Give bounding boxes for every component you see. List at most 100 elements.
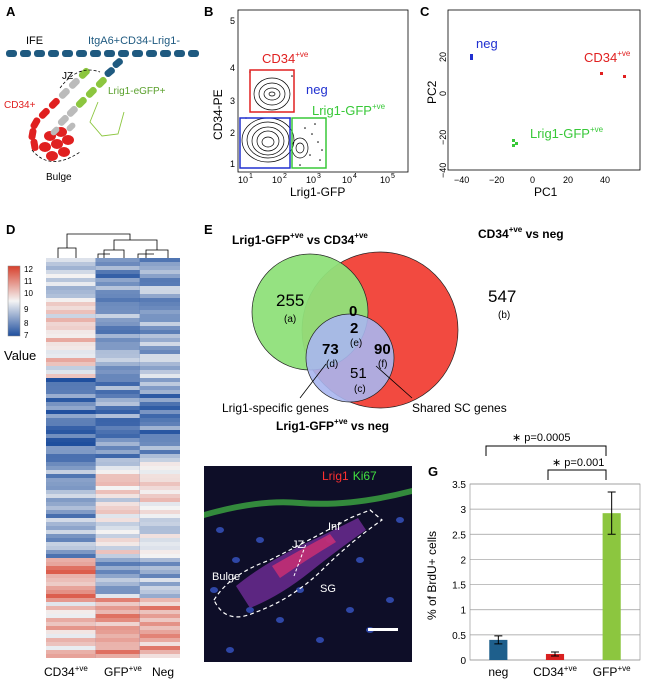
- heatmap-cell: [46, 606, 96, 610]
- heatmap-cell: [95, 606, 140, 610]
- heatmap-cell: [46, 334, 96, 338]
- heatmap-cell: [46, 574, 96, 578]
- ife-strip: [6, 50, 199, 78]
- heatmap-cell: [95, 470, 140, 474]
- svg-text:10: 10: [342, 175, 352, 185]
- heatmap-cell: [139, 474, 180, 478]
- heatmap-cell: [46, 326, 96, 330]
- heatmap-cell: [95, 418, 140, 422]
- col-cd34-label: CD34+ve: [44, 664, 88, 679]
- heatmap-cell: [139, 314, 180, 318]
- heatmap-cell: [95, 482, 140, 486]
- heatmap-cell: [139, 298, 180, 302]
- heatmap-cell: [139, 346, 180, 350]
- heatmap-cell: [46, 530, 96, 534]
- heatmap-cell: [46, 390, 96, 394]
- heatmap-cell: [139, 294, 180, 298]
- heatmap-cell: [95, 654, 140, 658]
- svg-text:7: 7: [24, 331, 29, 340]
- heatmap-cell: [139, 382, 180, 386]
- svg-text:(c): (c): [354, 384, 366, 395]
- gate-lrig1: [291, 117, 327, 169]
- heatmap-cell: [95, 642, 140, 646]
- heatmap-cell: [139, 522, 180, 526]
- svg-text:2: 2: [350, 320, 358, 337]
- heatmap-cell: [95, 318, 140, 322]
- heatmap-cell: [46, 370, 96, 374]
- f-lrig1-label: Lrig1 Ki67: [322, 469, 377, 483]
- error-bar-0: [494, 635, 503, 645]
- heatmap-cell: [46, 398, 96, 402]
- heatmap-cell: [139, 270, 180, 274]
- heatmap-cell: [139, 602, 180, 606]
- bar-1: [545, 653, 565, 660]
- heatmap-cell: [95, 638, 140, 642]
- heatmap-cell: [95, 462, 140, 466]
- sig-label-2: ∗ p=0.001: [552, 457, 604, 469]
- gate-neg: [239, 117, 291, 169]
- bar-chart: 0 0.5 1 1.5 2 2.5 3 3.5 neg CD34+ve GFP+ve: [452, 480, 641, 679]
- heatmap-cell: [95, 326, 140, 330]
- heatmap-cell: [95, 538, 140, 542]
- heatmap-cell: [95, 610, 140, 614]
- heatmap-cell: [46, 506, 96, 510]
- heatmap-cell: [139, 266, 180, 270]
- heatmap-cell: [139, 438, 180, 442]
- heatmap-cell: [46, 622, 96, 626]
- heatmap-cell: [139, 402, 180, 406]
- heatmap-cell: [46, 498, 96, 502]
- y-tick-label: 2: [460, 555, 466, 566]
- gate-cd34-label: CD34+ve: [262, 50, 309, 66]
- panel-e-label: E: [204, 222, 213, 237]
- heatmap-cell: [46, 466, 96, 470]
- svg-text:10: 10: [238, 175, 248, 185]
- heatmap-cell: [95, 298, 140, 302]
- nuclei: [210, 517, 404, 653]
- heatmap-cell: [46, 446, 96, 450]
- heatmap-cell: [95, 458, 140, 462]
- heatmap-cell: [46, 570, 96, 574]
- heatmap-cell: [46, 358, 96, 362]
- heatmap-cell: [46, 266, 96, 270]
- svg-text:(d): (d): [326, 359, 338, 370]
- heatmap-cell: [95, 410, 140, 414]
- heatmap-cell: [46, 462, 96, 466]
- heatmap-cell: [95, 522, 140, 526]
- heatmap-cell: [46, 650, 96, 654]
- heatmap-cell: [46, 474, 96, 478]
- sig-bracket-2: [547, 469, 607, 480]
- heatmap-cell: [46, 554, 96, 558]
- heatmap-cell: [46, 586, 96, 590]
- heatmap-cell: [46, 634, 96, 638]
- heatmap-cell: [46, 442, 96, 446]
- heatmap-cell: [46, 378, 96, 382]
- svg-text:(b): (b): [498, 310, 510, 321]
- color-legend-bar: [7, 265, 21, 337]
- svg-text:(f): (f): [378, 359, 387, 370]
- heatmap-cell: [46, 362, 96, 366]
- heatmap-cell: [95, 590, 140, 594]
- heatmap-cell: [95, 306, 140, 310]
- heatmap-cell: [95, 546, 140, 550]
- heatmap-cell: [139, 362, 180, 366]
- heatmap-cell: [139, 342, 180, 346]
- y-tick-label: 1.5: [452, 581, 466, 592]
- heatmap-cell: [46, 450, 96, 454]
- heatmap-cell: [139, 606, 180, 610]
- heatmap-cell: [46, 518, 96, 522]
- heatmap-cell: [139, 358, 180, 362]
- heatmap-cell: [139, 406, 180, 410]
- pca-xlabel: PC1: [534, 185, 558, 199]
- heatmap-cell: [46, 602, 96, 606]
- heatmap-cell: [95, 450, 140, 454]
- heatmap-cell: [46, 566, 96, 570]
- gate-lrig1-label: Lrig1-GFP+ve: [312, 102, 386, 118]
- heatmap-cell: [139, 278, 180, 282]
- heatmap-cell: [95, 486, 140, 490]
- cd34-label: CD34+: [4, 100, 36, 111]
- panel-a-label: A: [6, 4, 16, 19]
- heatmap-cell: [46, 642, 96, 646]
- heatmap-cell: [139, 446, 180, 450]
- heatmap-cell: [95, 490, 140, 494]
